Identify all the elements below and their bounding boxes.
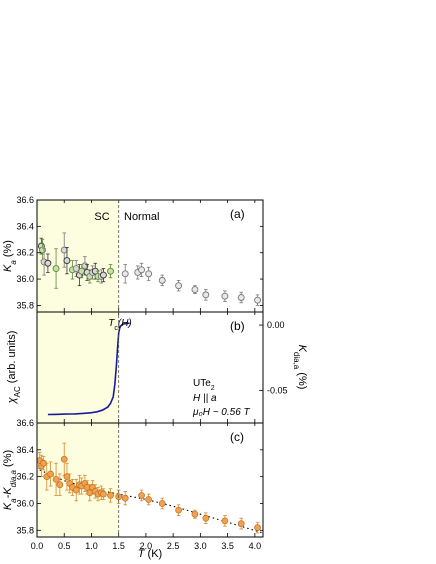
data-point	[191, 286, 199, 294]
panel-b-marks	[47, 322, 130, 416]
data-point	[138, 492, 145, 499]
x-axis-label: T (K)	[138, 548, 162, 560]
data-point	[202, 291, 210, 299]
panel-a-marks	[37, 232, 262, 306]
data-point	[237, 520, 245, 527]
data-point	[60, 246, 68, 254]
fit-curve	[39, 469, 264, 534]
data-point	[158, 276, 166, 284]
data-point	[44, 259, 52, 267]
panel-a-yticks: 35.8 36.0 36.2 36.4 36.6	[16, 195, 263, 310]
panel-a: 35.8 36.0 36.2 36.4 36.6 SC Normal (a) Ka (%…	[2, 195, 264, 313]
panel-b-tc-label: Tc(H)	[108, 318, 132, 332]
panel-c-label: (c)	[230, 430, 244, 444]
panel-b-magfield-label: μ₀H ~ 0.56 T	[192, 407, 251, 418]
data-point	[175, 282, 183, 290]
data-point	[145, 270, 153, 278]
data-point	[47, 470, 54, 478]
data-point	[63, 257, 71, 265]
data-point	[158, 500, 166, 507]
panel-b-right-yticks: 0.00 -0.05	[259, 320, 288, 395]
panel-a-ylabel: Ka (%)	[2, 240, 18, 272]
panel-b-sample-label: UTe2	[193, 378, 215, 392]
panel-b-field-label: H || a	[193, 393, 217, 404]
y-tick-label: 36.2	[16, 472, 34, 482]
data-point	[254, 296, 262, 304]
panel-c-sc-region	[37, 423, 119, 537]
x-tick-label: 1.0	[85, 541, 98, 551]
data-point	[38, 246, 46, 254]
data-point	[202, 514, 210, 522]
data-point	[63, 473, 71, 480]
data-point	[221, 292, 229, 300]
panel-b-right-ylabel: Kdia,a (%)	[293, 345, 309, 390]
panel-c-yticks: 35.8 36.0 36.2 36.4 36.6	[16, 418, 263, 535]
panel-b-sc-region	[37, 312, 119, 423]
x-tick-label: 3.0	[194, 541, 207, 551]
x-tick-label: 4.0	[249, 541, 262, 551]
data-point	[107, 267, 114, 275]
y-tick-label: 36.0	[16, 498, 34, 508]
x-tick-label: 2.5	[167, 541, 180, 551]
panel-a-normal-label: Normal	[124, 211, 159, 223]
panel-b-label: (b)	[230, 319, 245, 333]
x-tick-label: 1.5	[112, 541, 125, 551]
y-tick-label: 36.4	[16, 221, 34, 231]
data-point	[99, 271, 107, 279]
panel-a-sc-region	[37, 200, 119, 312]
data-point	[107, 492, 114, 499]
data-point	[100, 490, 107, 498]
y-tick-label: 35.8	[16, 525, 34, 535]
data-point	[138, 266, 146, 274]
right-y-tick-label: -0.05	[267, 385, 288, 395]
y-tick-label: 36.2	[16, 248, 34, 258]
right-y-tick-label: 0.00	[267, 320, 285, 330]
panel-c-frame	[36, 422, 264, 538]
data-point	[175, 506, 182, 514]
chi-ac-curve	[47, 322, 130, 416]
y-tick-label: 36.4	[16, 445, 34, 455]
data-point	[237, 294, 245, 301]
panel-a-label: (a)	[230, 207, 245, 221]
data-point	[221, 517, 229, 525]
data-point	[72, 486, 80, 494]
panel-b-ylabel: χAC (arb. units)	[6, 331, 22, 405]
y-tick-label: 36.6	[16, 418, 34, 428]
data-point	[254, 524, 261, 531]
x-tick-label: 0.5	[58, 541, 71, 551]
data-point	[52, 475, 60, 483]
y-tick-label: 36.6	[16, 195, 34, 205]
panel-a-sc-label: SC	[94, 211, 109, 223]
y-tick-label: 35.8	[16, 300, 34, 310]
data-point	[56, 481, 64, 489]
data-point	[191, 510, 199, 518]
x-tick-label: 0.0	[31, 541, 44, 551]
panel-c-marks	[36, 442, 264, 534]
panel-b: 0.00 -0.05 (b) Tc(H) UTe2 H || a μ₀H ~ 0.…	[6, 311, 309, 424]
data-point	[145, 496, 152, 503]
panel-c-ylabel: Ka-Kdia,a (%)	[2, 450, 18, 510]
x-tick-label: 3.5	[221, 541, 234, 551]
y-tick-label: 36.0	[16, 274, 34, 284]
data-point	[60, 455, 68, 463]
x-tick-label: 2.0	[140, 541, 153, 551]
data-point	[52, 265, 60, 272]
data-point	[121, 494, 129, 502]
data-point	[121, 270, 129, 278]
